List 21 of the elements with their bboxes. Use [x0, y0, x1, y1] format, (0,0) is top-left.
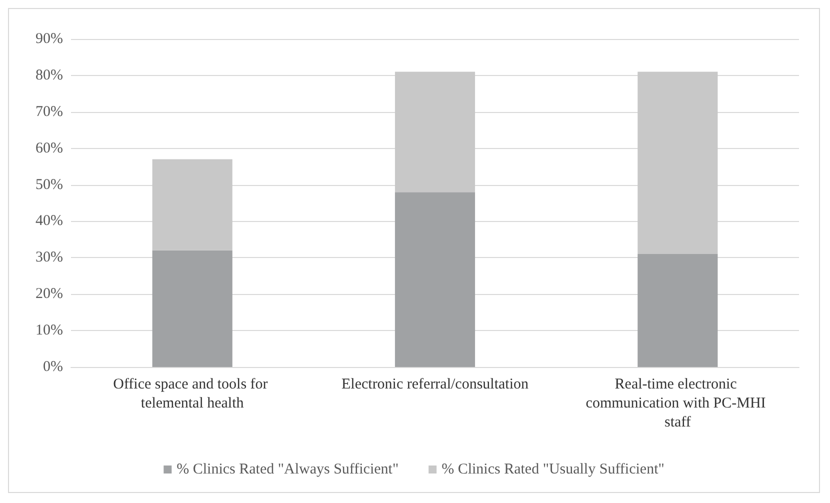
- y-tick-label: 90%: [36, 31, 63, 47]
- bar: [638, 254, 718, 367]
- y-tick-label: 80%: [36, 67, 63, 84]
- x-tick-label: Office space and tools for telemental health: [113, 376, 272, 412]
- bar: [394, 72, 476, 192]
- y-tick-label: 0%: [43, 359, 63, 375]
- bar: [152, 250, 232, 367]
- bar: [394, 192, 476, 367]
- y-tick-label: 60%: [36, 140, 63, 156]
- bar: [638, 72, 718, 254]
- y-tick-label: 40%: [36, 213, 63, 230]
- bar: [152, 159, 232, 250]
- y-tick-label: 30%: [36, 250, 63, 266]
- y-tick-label: 70%: [36, 104, 63, 120]
- y-tick-label: 10%: [36, 322, 63, 339]
- legend-label: % Clinics Rated "Usually Sufficient": [442, 462, 664, 478]
- x-tick-label: Electronic referral/consultation: [342, 376, 529, 392]
- legend-label: % Clinics Rated "Always Sufficient": [176, 462, 399, 478]
- y-tick-label: 20%: [36, 286, 63, 302]
- y-tick-label: 50%: [36, 176, 63, 193]
- x-tick-label: Real-time electronic communication with PC-MHI staff: [586, 376, 770, 430]
